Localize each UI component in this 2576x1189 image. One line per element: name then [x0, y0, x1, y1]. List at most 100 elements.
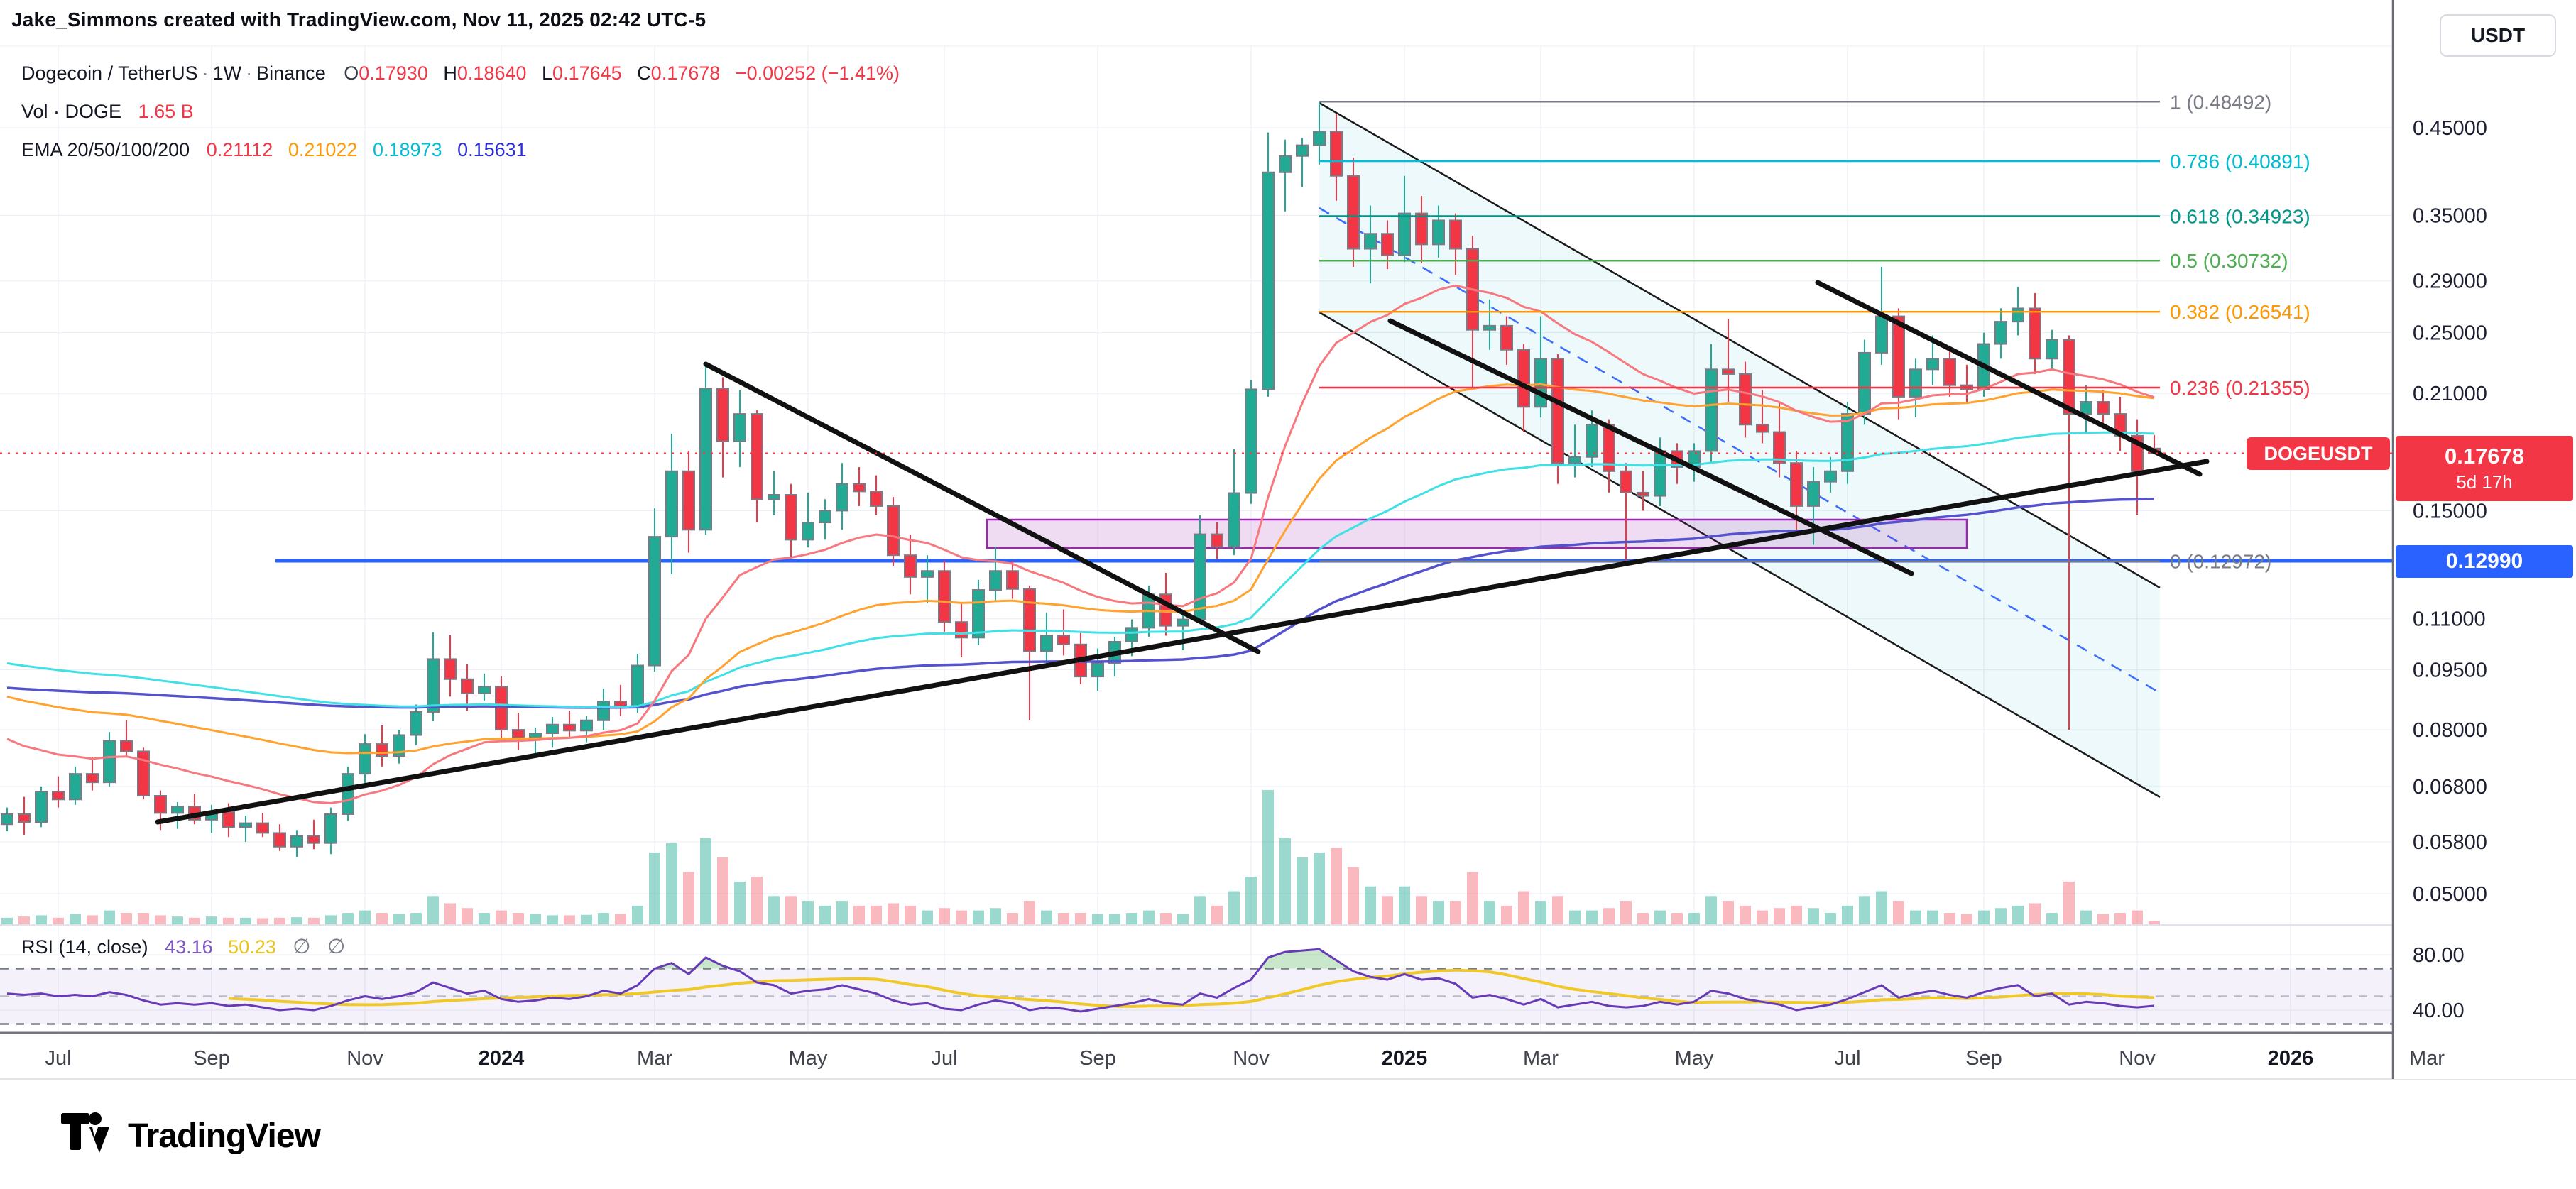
- candle-body: [1279, 155, 1292, 173]
- volume-bar: [2132, 910, 2143, 925]
- ema50-value: 0.21022: [288, 139, 358, 160]
- volume-bar: [666, 843, 677, 925]
- price-axis-label: 0.05800: [2413, 831, 2487, 854]
- volume-bar: [1024, 901, 1035, 925]
- volume-bar: [1603, 908, 1615, 925]
- channel-mid-dashed-line: [1319, 207, 2161, 694]
- candle-body: [716, 388, 729, 442]
- volume-bar: [87, 915, 98, 925]
- volume-bar: [700, 838, 711, 925]
- volume-bar: [888, 903, 899, 925]
- candle-body: [342, 773, 354, 815]
- time-axis-label: Jul: [45, 1047, 71, 1070]
- candle-body: [171, 806, 184, 814]
- volume-bar: [1365, 886, 1376, 925]
- volume-bar: [1126, 913, 1137, 925]
- volume-bar: [1586, 910, 1598, 925]
- current-price-value: 0.17678: [2444, 444, 2525, 469]
- tradingview-logo[interactable]: TradingView: [61, 1112, 321, 1160]
- candle-body: [1722, 368, 1735, 375]
- candle-body: [2080, 401, 2092, 415]
- time-axis-label: Nov: [2119, 1047, 2156, 1070]
- rsi-axis-label: 80.00: [2413, 944, 2465, 967]
- candle-body: [1023, 588, 1036, 652]
- volume-bar: [1893, 901, 1904, 925]
- volume-bar: [836, 901, 848, 925]
- fib-level-label: 0.236 (0.21355): [2170, 377, 2310, 399]
- symbol-name[interactable]: Dogecoin / TetherUS: [21, 62, 198, 84]
- trendline-descending-2025b: [1815, 280, 2203, 477]
- open-label: O: [344, 62, 359, 84]
- candle-body: [1586, 424, 1598, 458]
- price-axis-panel[interactable]: [2393, 0, 2576, 1079]
- volume-bar: [18, 916, 30, 925]
- currency-toggle-button[interactable]: USDT: [2440, 14, 2556, 57]
- candle-body: [1620, 470, 1632, 493]
- timeframe[interactable]: 1W: [212, 62, 242, 84]
- time-axis-label: Sep: [193, 1047, 230, 1070]
- volume-bar: [121, 913, 132, 925]
- exchange-name[interactable]: Binance: [256, 62, 326, 84]
- fib-level-label: 1 (0.48492): [2170, 91, 2271, 113]
- candle-body: [324, 813, 337, 844]
- supply-zone-box[interactable]: [986, 518, 1968, 549]
- volume-legend-row[interactable]: Vol · DOGE 1.65 B: [21, 101, 194, 123]
- candle-body: [1517, 349, 1530, 408]
- volume-bar: [172, 916, 183, 925]
- volume-bar: [683, 872, 694, 925]
- candle-body: [1892, 315, 1905, 398]
- candle-body: [785, 494, 797, 541]
- candle-body: [1432, 219, 1445, 246]
- volume-bar: [479, 913, 490, 925]
- candle-body: [1994, 321, 2007, 345]
- volume-bar: [1535, 901, 1546, 925]
- volume-bar: [1637, 913, 1649, 925]
- candle-body: [1773, 431, 1786, 464]
- candle-body: [1262, 171, 1275, 390]
- volume-bar: [1944, 913, 1955, 925]
- ema-legend-row[interactable]: EMA 20/50/100/200 0.21112 0.21022 0.1897…: [21, 139, 527, 161]
- bar-countdown: 5d 17h: [2456, 471, 2513, 493]
- candle-body: [631, 664, 644, 709]
- volume-bar: [1297, 857, 1308, 925]
- volume-bar: [751, 877, 763, 925]
- candle-body: [69, 773, 82, 801]
- volume-bar: [513, 913, 524, 925]
- volume-bar: [1245, 877, 1257, 925]
- volume-bar: [1654, 910, 1666, 925]
- volume-bar: [274, 917, 285, 925]
- volume-bar: [1058, 913, 1069, 925]
- candle-body: [2063, 339, 2075, 415]
- candle-body: [1245, 388, 1257, 494]
- volume-bar: [1995, 908, 2007, 925]
- volume-bar: [530, 914, 541, 925]
- volume-bar: [922, 910, 933, 925]
- volume-bar: [1842, 905, 1853, 925]
- channel-lower-line: [1319, 311, 2161, 799]
- candle-body: [1211, 533, 1223, 548]
- volume-bar: [649, 853, 660, 925]
- candle-body: [665, 470, 678, 538]
- volume-bar: [973, 910, 984, 925]
- horizontal-line-axis-badge[interactable]: 0.12990: [2396, 545, 2573, 578]
- time-axis-label: 2025: [1382, 1047, 1428, 1070]
- time-axis-label: May: [1675, 1047, 1714, 1070]
- volume-bar: [785, 896, 797, 925]
- rsi-legend-row[interactable]: RSI (14, close) 43.16 50.23 ∅ ∅: [21, 934, 345, 959]
- candle-body: [1483, 324, 1496, 331]
- volume-bar: [393, 914, 405, 925]
- open-value: 0.17930: [359, 62, 428, 84]
- tradingview-wordmark: TradingView: [128, 1117, 321, 1155]
- fib-level-label: 0.786 (0.40891): [2170, 150, 2310, 172]
- time-axis-label: 2026: [2268, 1047, 2314, 1070]
- volume-bar: [547, 915, 558, 925]
- symbol-legend-row[interactable]: Dogecoin / TetherUS · 1W · Binance O0.17930 …: [21, 62, 900, 84]
- volume-bar: [2063, 881, 2075, 925]
- volume-bar: [1279, 838, 1291, 925]
- candle-body: [1926, 358, 1939, 371]
- volume-bar: [1007, 913, 1018, 925]
- volume-bar: [2046, 913, 2058, 925]
- current-price-axis-badge[interactable]: 0.17678 5d 17h: [2396, 436, 2573, 501]
- time-axis-label: Mar: [637, 1047, 672, 1070]
